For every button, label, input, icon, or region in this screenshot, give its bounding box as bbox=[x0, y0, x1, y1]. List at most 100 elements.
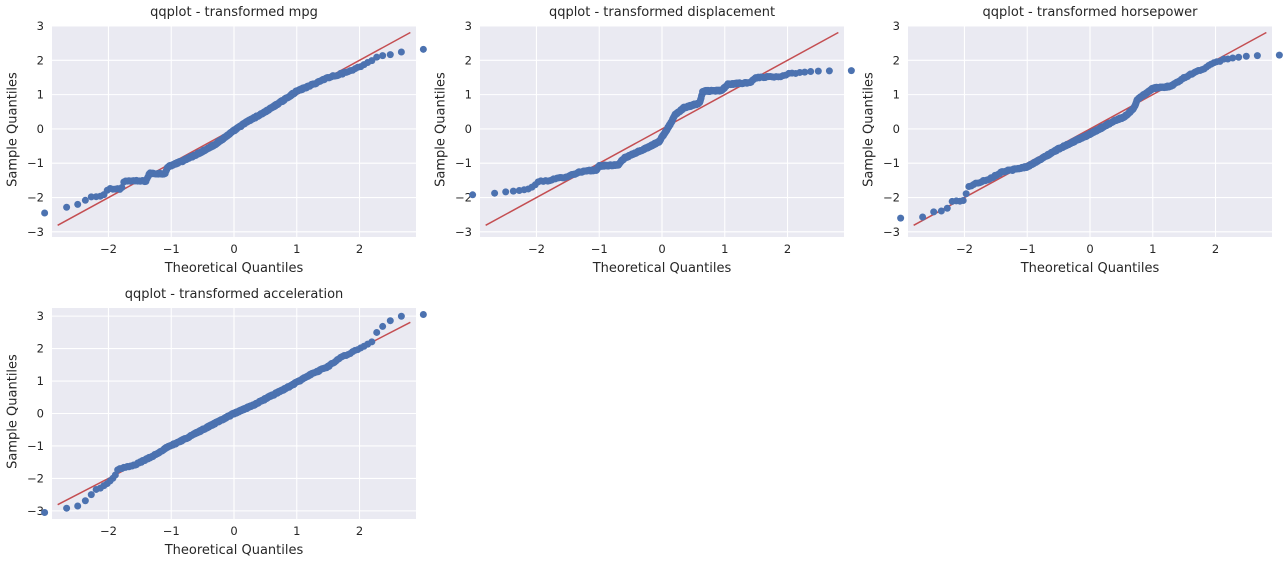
data-point bbox=[87, 491, 95, 499]
data-point bbox=[419, 310, 427, 318]
data-point bbox=[847, 67, 855, 75]
data-point bbox=[930, 208, 938, 216]
x-tick-label: −2 bbox=[528, 242, 545, 256]
data-point bbox=[491, 189, 499, 197]
y-tick-label: −3 bbox=[27, 504, 44, 518]
data-point bbox=[943, 204, 951, 212]
x-tick-label: 2 bbox=[356, 524, 363, 538]
data-point bbox=[373, 328, 381, 336]
y-tick-label: −2 bbox=[27, 191, 44, 205]
x-tick-label: 1 bbox=[293, 524, 300, 538]
data-point bbox=[373, 53, 381, 61]
points-group bbox=[41, 45, 427, 217]
y-tick-label: −1 bbox=[883, 156, 900, 170]
y-tick-label: 0 bbox=[37, 407, 44, 421]
qqplot-horsepower-plot: −2 −1 0 1 2 −3 −2 −1 0 1 2 3 bbox=[883, 19, 1283, 256]
data-point bbox=[1275, 51, 1283, 59]
x-tick-label: 1 bbox=[293, 242, 300, 256]
x-tick-label: −1 bbox=[591, 242, 608, 256]
chart-title: qqplot - transformed mpg bbox=[150, 5, 318, 20]
data-point bbox=[937, 207, 945, 215]
data-point bbox=[814, 67, 822, 75]
chart-title: qqplot - transformed acceleration bbox=[124, 287, 344, 302]
x-tick-label: 0 bbox=[230, 242, 237, 256]
y-axis-label: Sample Quantiles bbox=[5, 72, 21, 187]
points-group bbox=[897, 51, 1283, 222]
x-axis-label: Theoretical Quantiles bbox=[164, 543, 304, 558]
data-point bbox=[1229, 54, 1237, 62]
y-tick-label: 0 bbox=[465, 122, 472, 136]
y-tick-label: −3 bbox=[883, 225, 900, 239]
x-tick-label: −2 bbox=[100, 524, 117, 538]
y-tick-label: −2 bbox=[455, 191, 472, 205]
data-point bbox=[63, 504, 71, 512]
y-tick-label: −1 bbox=[455, 156, 472, 170]
y-tick-label: −1 bbox=[27, 156, 44, 170]
y-tick-label: −3 bbox=[455, 225, 472, 239]
data-point bbox=[74, 502, 82, 510]
y-tick-label: 3 bbox=[37, 19, 44, 33]
y-axis-label: Sample Quantiles bbox=[861, 72, 877, 187]
data-point bbox=[397, 48, 405, 56]
y-tick-label: −2 bbox=[883, 191, 900, 205]
data-point bbox=[41, 209, 49, 217]
x-tick-label: 2 bbox=[1212, 242, 1219, 256]
data-point bbox=[397, 312, 405, 320]
y-tick-label: 2 bbox=[893, 53, 900, 67]
x-tick-label: −2 bbox=[956, 242, 973, 256]
x-tick-label: 2 bbox=[356, 242, 363, 256]
data-point bbox=[74, 200, 82, 208]
data-point bbox=[87, 193, 95, 201]
y-axis-label: Sample Quantiles bbox=[5, 354, 21, 469]
data-point bbox=[41, 509, 49, 517]
x-tick-label: 0 bbox=[1086, 242, 1093, 256]
x-tick-label: 1 bbox=[1149, 242, 1156, 256]
reference-line bbox=[485, 31, 839, 226]
y-tick-label: 0 bbox=[893, 122, 900, 136]
y-tick-label: 2 bbox=[37, 53, 44, 67]
x-tick-label: −2 bbox=[100, 242, 117, 256]
y-tick-label: 3 bbox=[465, 19, 472, 33]
x-tick-label: 0 bbox=[658, 242, 665, 256]
y-tick-label: 1 bbox=[37, 374, 44, 388]
data-point bbox=[379, 52, 387, 60]
data-point bbox=[1242, 52, 1250, 60]
data-point bbox=[502, 188, 510, 196]
x-tick-label: 1 bbox=[721, 242, 728, 256]
data-point bbox=[469, 191, 477, 199]
x-tick-label: 0 bbox=[230, 524, 237, 538]
data-point bbox=[962, 190, 970, 198]
data-point bbox=[419, 45, 427, 53]
y-tick-label: 1 bbox=[465, 88, 472, 102]
data-point bbox=[63, 203, 71, 211]
y-tick-label: 0 bbox=[37, 122, 44, 136]
qqplot-acceleration-plot: −2 −1 0 1 2 −3 −2 −1 0 1 2 3 bbox=[27, 308, 427, 538]
qqplot-panel-acceleration: qqplot - transformed acceleration −2 −1 0 1… bbox=[0, 282, 428, 564]
qqplot-panel-displacement: qqplot - transformed displacement −2 −1 0 1… bbox=[428, 0, 856, 282]
points-group bbox=[41, 310, 427, 517]
data-point bbox=[1253, 52, 1261, 60]
data-point bbox=[379, 322, 387, 330]
y-tick-label: −1 bbox=[27, 439, 44, 453]
y-tick-label: 1 bbox=[893, 88, 900, 102]
data-point bbox=[118, 184, 126, 192]
chart-title: qqplot - transformed displacement bbox=[548, 5, 776, 20]
y-axis-label: Sample Quantiles bbox=[433, 72, 449, 187]
x-axis-label: Theoretical Quantiles bbox=[1020, 261, 1160, 276]
data-point bbox=[509, 187, 517, 195]
data-point bbox=[897, 214, 905, 222]
data-point bbox=[81, 497, 89, 505]
chart-title: qqplot - transformed horsepower bbox=[982, 5, 1198, 20]
y-tick-label: −2 bbox=[27, 471, 44, 485]
data-point bbox=[807, 68, 815, 75]
data-point bbox=[825, 67, 833, 75]
y-tick-label: −3 bbox=[27, 225, 44, 239]
data-point bbox=[801, 68, 809, 76]
qqplot-displacement-plot: −2 −1 0 1 2 −3 −2 −1 0 1 2 3 bbox=[455, 19, 855, 256]
y-tick-label: 3 bbox=[37, 309, 44, 323]
qqplot-panel-horsepower: qqplot - transformed horsepower −2 −1 0 1 2 −… bbox=[856, 0, 1284, 282]
data-point bbox=[81, 196, 89, 204]
data-point bbox=[368, 57, 376, 65]
data-point bbox=[919, 213, 927, 221]
